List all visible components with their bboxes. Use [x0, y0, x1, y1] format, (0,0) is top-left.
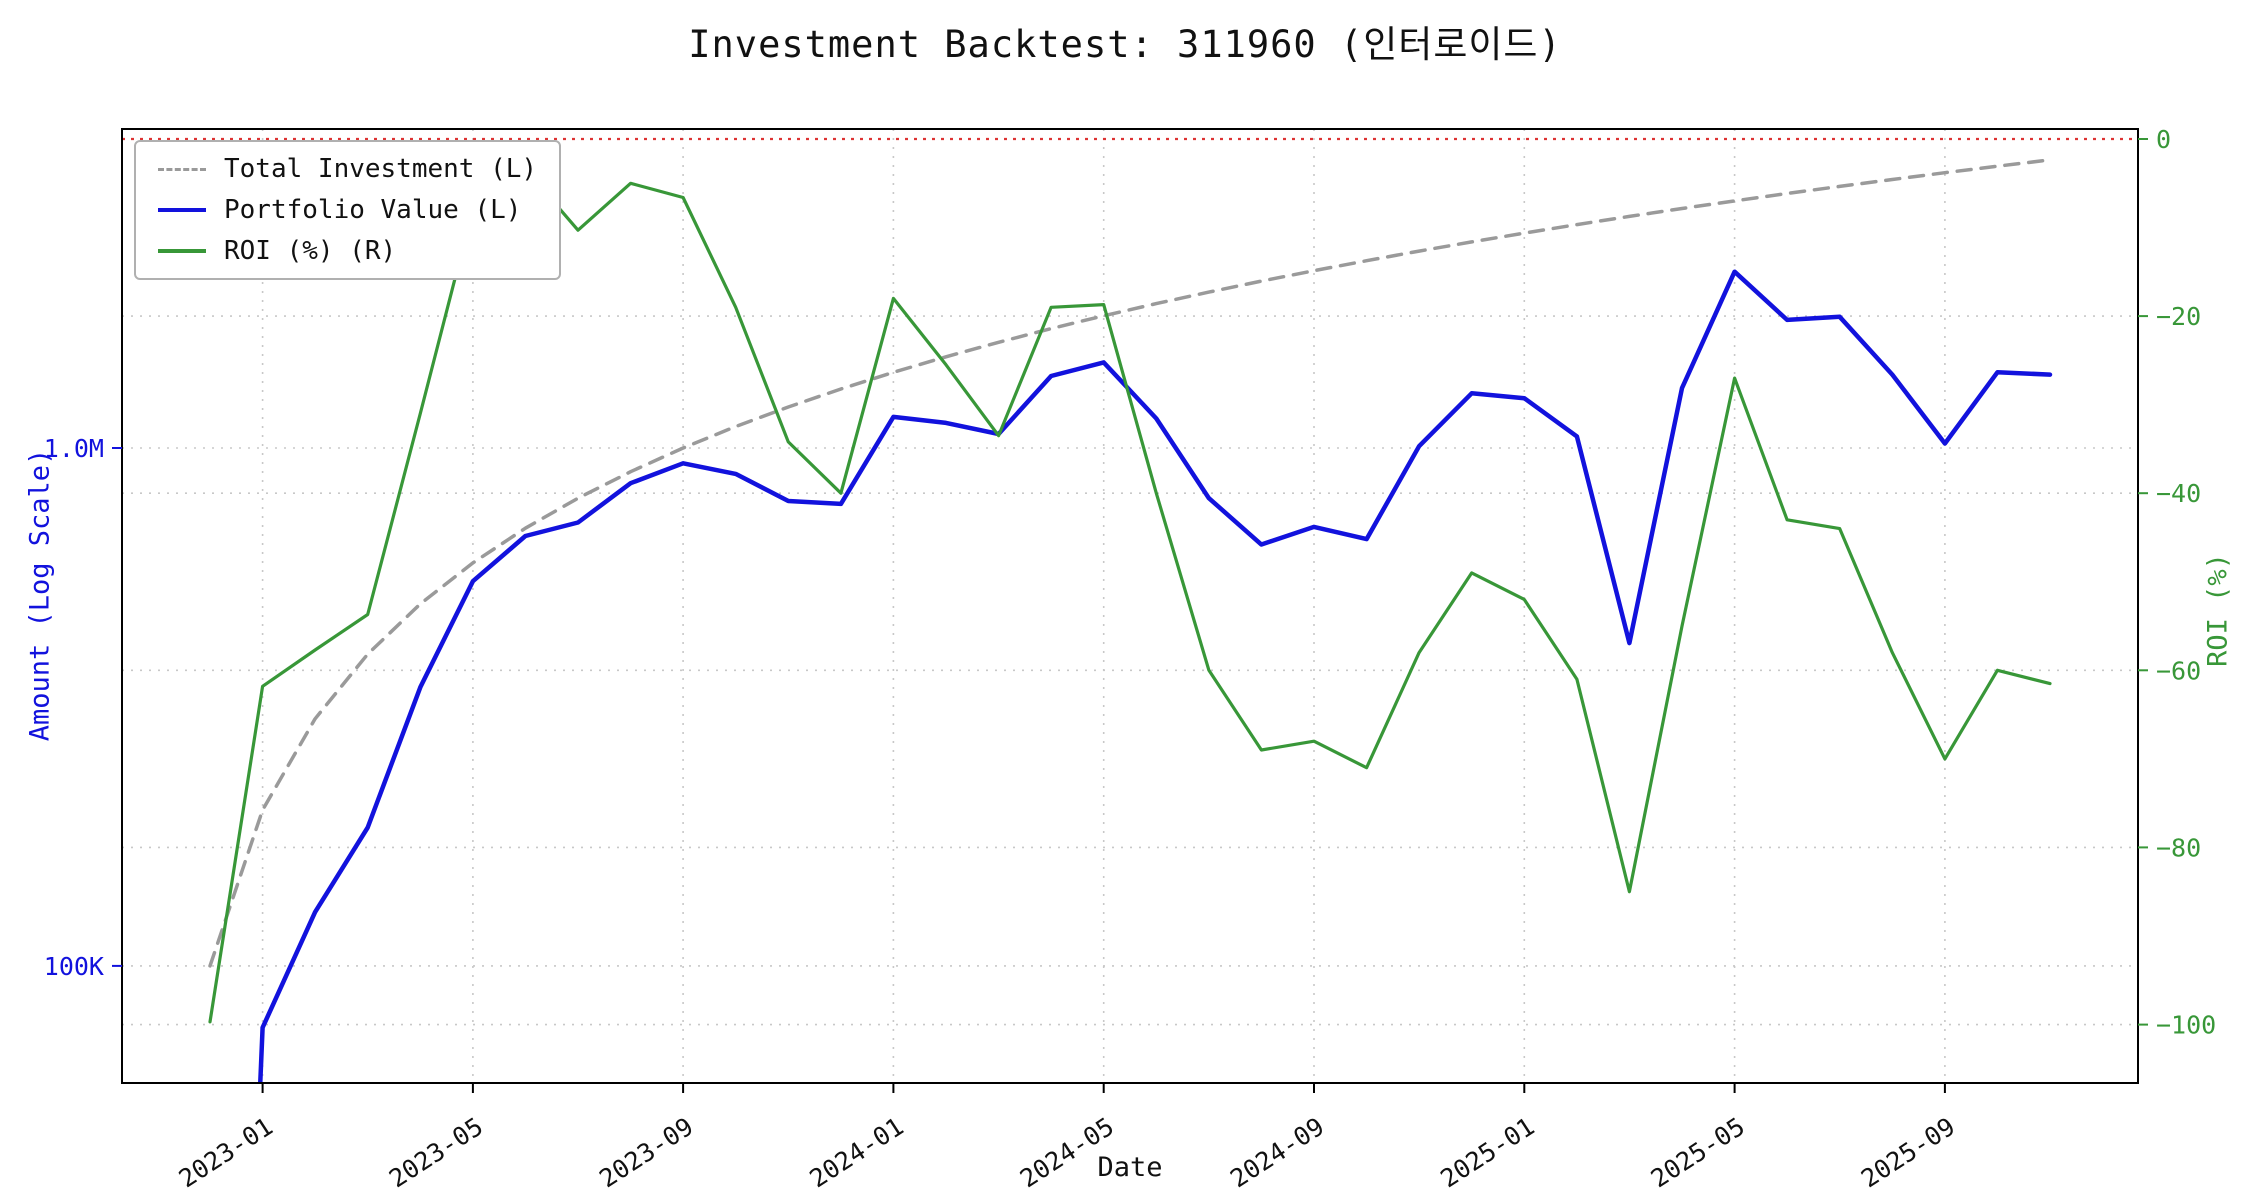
portfolio-value-line — [258, 269, 2053, 1083]
y-axis-label-right: ROI (%) — [2202, 553, 2234, 667]
solid-line-swatch-icon — [158, 208, 206, 212]
x-tick-label: 2023-05 — [384, 1112, 488, 1194]
total-investment-line — [208, 158, 2052, 968]
legend-item-total-investment: Total Investment (L) — [158, 154, 537, 184]
x-tick-label: 2024-01 — [805, 1112, 909, 1194]
x-tick-label: 2025-09 — [1856, 1112, 1960, 1194]
y-axis-label-left: Amount (Log Scale) — [24, 448, 56, 742]
legend: Total Investment (L) Portfolio Value (L)… — [134, 140, 562, 280]
x-tick-label: 2024-09 — [1225, 1112, 1329, 1194]
x-tick-label: 2025-05 — [1646, 1112, 1750, 1194]
y-tick-label-right: −100 — [2156, 1011, 2216, 1040]
legend-item-portfolio-value: Portfolio Value (L) — [158, 195, 537, 225]
legend-item-roi: ROI (%) (R) — [158, 236, 537, 266]
y-tick-label-right: −80 — [2156, 833, 2201, 862]
solid-line-swatch-icon — [158, 249, 206, 253]
dashed-line-swatch-icon — [158, 167, 206, 171]
x-tick-label: 2023-01 — [174, 1112, 278, 1194]
roi-line — [208, 167, 2052, 1024]
y-tick-label-right: −20 — [2156, 302, 2201, 331]
chart-title: Investment Backtest: 311960 (인터로이드) — [688, 23, 1562, 66]
plot-border — [121, 128, 2139, 1084]
y-tick-label-left: 1.0M — [44, 434, 104, 463]
legend-label: ROI (%) (R) — [224, 236, 397, 266]
legend-label: Total Investment (L) — [224, 154, 538, 184]
y-tick-label-right: −60 — [2156, 656, 2201, 685]
x-axis-label: Date — [1097, 1152, 1163, 1183]
y-tick-label-right: −40 — [2156, 479, 2201, 508]
legend-label: Portfolio Value (L) — [224, 195, 522, 225]
y-tick-label-right: 0 — [2156, 125, 2171, 154]
y-tick-label-left: 100K — [44, 952, 104, 981]
x-tick-label: 2023-09 — [594, 1112, 698, 1194]
x-tick-label: 2025-01 — [1435, 1112, 1539, 1194]
